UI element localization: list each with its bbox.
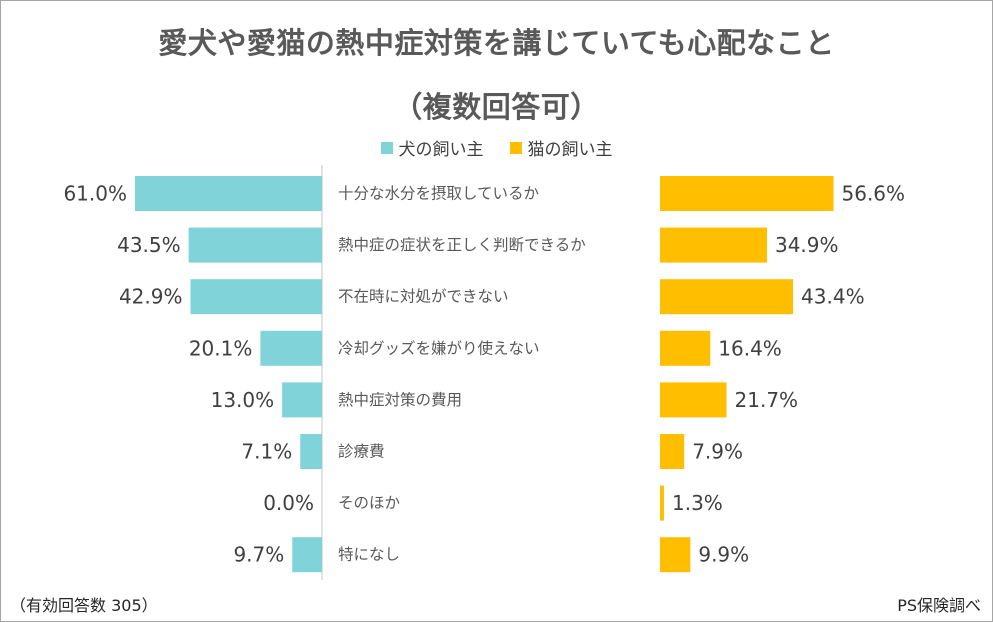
- category-label: 診療費: [338, 443, 385, 461]
- dog-bar: [282, 382, 322, 418]
- cat-value-label: 56.6%: [842, 182, 906, 206]
- legend-swatch-dog: [380, 141, 393, 154]
- dog-bar: [300, 434, 322, 469]
- category-label: そのほか: [338, 494, 400, 512]
- cat-bar: [660, 382, 727, 418]
- cat-value-label: 7.9%: [692, 440, 743, 464]
- dog-value-label: 20.1%: [189, 336, 253, 360]
- source-note: PS保険調べ: [897, 596, 981, 615]
- cat-value-label: 16.4%: [718, 336, 782, 360]
- dog-bar: [292, 537, 322, 573]
- cat-value-label: 21.7%: [735, 388, 799, 412]
- cat-value-label: 34.9%: [775, 233, 839, 257]
- cat-value-label: 9.9%: [698, 543, 749, 567]
- dog-value-label: 43.5%: [117, 233, 181, 257]
- category-label: 熱中症対策の費用: [338, 391, 462, 409]
- category-label: 熱中症の症状を正しく判断できるか: [338, 236, 586, 254]
- cat-bar: [660, 176, 834, 211]
- chart-legend: 犬の飼い主 猫の飼い主: [0, 135, 993, 160]
- cat-bar: [660, 537, 691, 573]
- dog-bar: [188, 227, 322, 263]
- chart-title: 愛犬や愛猫の熱中症対策を講じていても心配なこと: [158, 26, 835, 60]
- dog-bar: [135, 176, 322, 211]
- cat-value-label: 1.3%: [672, 491, 723, 515]
- dog-value-label: 13.0%: [211, 388, 275, 412]
- cat-bar: [660, 330, 711, 366]
- category-label: 不在時に対処ができない: [338, 288, 509, 306]
- chart-subtitle: （複数回答可）: [393, 90, 600, 124]
- cat-bar: [660, 434, 685, 469]
- dog-value-label: 61.0%: [63, 182, 127, 206]
- legend-item-cat: 猫の飼い主: [509, 135, 613, 160]
- dog-value-label: 42.9%: [119, 285, 183, 309]
- legend-swatch-cat: [509, 141, 522, 154]
- dog-bar: [260, 330, 322, 366]
- legend-label-cat: 猫の飼い主: [527, 140, 613, 160]
- sample-size-note: （有効回答数 305）: [10, 596, 158, 615]
- category-label: 特になし: [338, 546, 400, 564]
- cat-bar: [660, 279, 794, 315]
- cat-bar: [660, 485, 664, 521]
- dog-value-label: 0.0%: [263, 491, 314, 515]
- dog-value-label: 9.7%: [233, 543, 284, 567]
- cat-value-label: 43.4%: [801, 285, 865, 309]
- cat-bar: [660, 227, 767, 263]
- category-label: 冷却グッズを嫌がり使えない: [338, 339, 540, 357]
- dog-bar: [190, 279, 322, 315]
- legend-item-dog: 犬の飼い主: [380, 135, 484, 160]
- legend-label-dog: 犬の飼い主: [398, 140, 484, 160]
- category-label: 十分な水分を摂取しているか: [338, 185, 539, 203]
- dog-value-label: 7.1%: [241, 440, 292, 464]
